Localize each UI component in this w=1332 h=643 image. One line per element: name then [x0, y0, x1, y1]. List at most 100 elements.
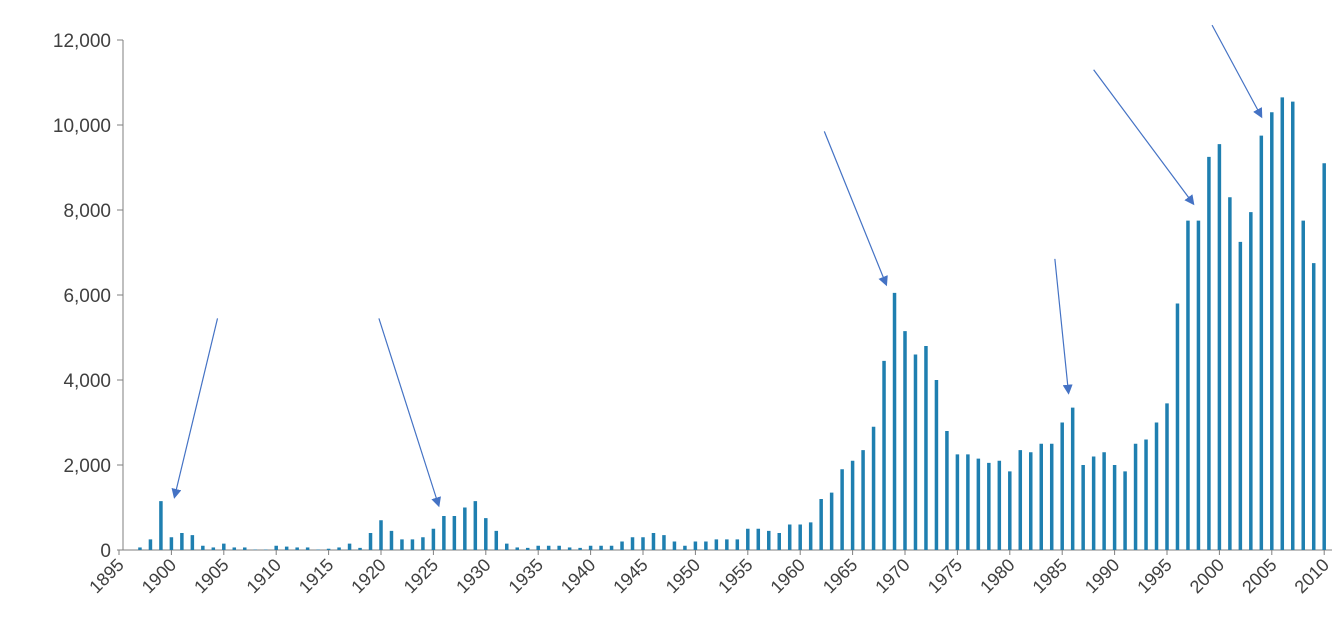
bar-1961	[808, 522, 813, 550]
bar-1903	[201, 545, 205, 550]
y-axis: 0 2,000 4,000 6,000 8,000 10,000 12,000	[53, 31, 124, 562]
bar-1923	[410, 539, 415, 550]
bar-1988	[1091, 456, 1096, 550]
bar-1948	[672, 541, 677, 550]
bar-1956	[756, 528, 761, 550]
bar-1940	[588, 545, 593, 550]
x-tick-label: 1900	[138, 555, 180, 597]
bar-1973	[934, 380, 939, 550]
bar-1912	[295, 547, 299, 550]
bar-1907	[243, 547, 247, 550]
bar-1962	[819, 499, 823, 550]
x-tick-label: 1940	[557, 555, 599, 597]
bar-1921	[389, 530, 394, 550]
bar-1975	[955, 454, 960, 550]
bar-1995	[1165, 403, 1169, 550]
bar-1924	[421, 537, 425, 550]
x-tick-label: 2010	[1291, 555, 1332, 597]
y-tick-label: 6,000	[63, 286, 111, 307]
bar-1918	[358, 547, 362, 550]
bar-1960	[798, 524, 802, 550]
bar-2010	[1322, 163, 1326, 550]
x-tick-label: 1960	[767, 555, 809, 597]
bar-2002	[1238, 241, 1243, 550]
bar-1955	[746, 528, 750, 550]
annotation-arrow-5	[1093, 69, 1195, 206]
bar-2005	[1270, 112, 1274, 550]
bar-1917	[347, 543, 352, 550]
bar-1977	[976, 458, 981, 550]
bar-1972	[924, 346, 928, 550]
bar-1946	[651, 533, 656, 550]
bar-2007	[1291, 101, 1295, 550]
x-axis: 1895 1900 1905 1910 1915 1920 1925 1930 1935 1940…	[85, 549, 1332, 597]
bar-1928	[463, 507, 467, 550]
bar-1950	[693, 541, 698, 550]
bar-1958	[777, 533, 781, 550]
bar-1996	[1175, 303, 1180, 550]
bar-1992	[1133, 443, 1138, 550]
bar-1968	[882, 360, 886, 550]
bar-1911	[284, 546, 289, 550]
annotations	[171, 24, 1263, 508]
bar-1899	[159, 501, 163, 550]
x-tick-label: 1970	[871, 555, 913, 597]
x-tick-label: 1945	[609, 555, 651, 597]
bar-1982	[1029, 452, 1033, 550]
bars	[138, 97, 1326, 550]
x-tick-label: 1895	[85, 555, 127, 597]
y-tick-label: 0	[100, 541, 111, 562]
x-tick-label: 1965	[819, 555, 861, 597]
bar-1984	[1049, 443, 1054, 550]
annotation-arrow-6	[1211, 24, 1263, 119]
bar-1945	[641, 537, 645, 550]
bar-1925	[431, 528, 436, 550]
bar-1905	[222, 543, 226, 550]
bar-1934	[525, 547, 530, 550]
bar-1916	[337, 547, 341, 550]
bar-1952	[714, 539, 719, 550]
bar-2000	[1217, 144, 1222, 550]
bar-1949	[683, 545, 687, 550]
bar-1954	[735, 539, 740, 550]
bar-1976	[966, 454, 970, 550]
x-tick-label: 1920	[347, 555, 389, 597]
bar-1915	[326, 548, 331, 550]
bar-1913	[305, 547, 310, 550]
x-tick-label: 1905	[190, 555, 232, 597]
bar-1939	[578, 547, 582, 550]
bar-1979	[997, 460, 1002, 550]
bar-1927	[452, 516, 457, 550]
x-tick-label: 1990	[1081, 555, 1123, 597]
bar-1974	[945, 431, 949, 550]
bar-1910	[274, 545, 278, 550]
bar-2003	[1249, 212, 1253, 550]
bar-1898	[148, 539, 153, 550]
bar-1904	[211, 547, 216, 550]
bar-1906	[232, 547, 237, 550]
bar-1929	[473, 501, 478, 550]
bar-1931	[494, 530, 499, 550]
bar-1990	[1112, 465, 1117, 550]
bar-1999	[1207, 156, 1211, 550]
bar-1987	[1081, 465, 1085, 550]
bar-1943	[620, 541, 624, 550]
bar-1936	[546, 545, 551, 550]
bar-1953	[725, 539, 729, 550]
x-tick-label: 2000	[1186, 555, 1228, 597]
bar-1963	[829, 492, 834, 550]
x-tick-label: 2005	[1238, 555, 1280, 597]
x-tick-label: 1925	[400, 555, 442, 597]
bar-1947	[662, 535, 666, 550]
bar-1997	[1186, 220, 1190, 550]
x-tick-label: 1980	[976, 555, 1018, 597]
bar-1932	[505, 543, 509, 550]
bar-1971	[913, 354, 918, 550]
x-tick-label: 1915	[295, 555, 337, 597]
bar-1970	[903, 331, 907, 550]
bar-1965	[850, 460, 855, 550]
bar-1930	[484, 518, 488, 550]
bar-1938	[567, 547, 572, 550]
bar-1937	[557, 545, 561, 550]
